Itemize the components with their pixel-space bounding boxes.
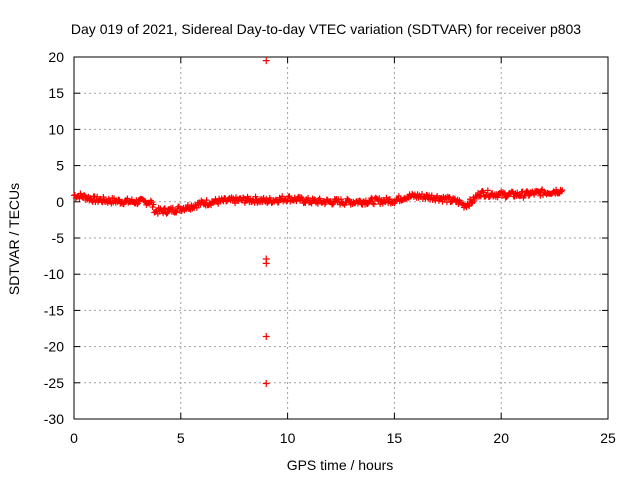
data-point: [135, 200, 142, 207]
x-tick-label: 5: [177, 430, 185, 446]
outlier-point: [262, 259, 270, 267]
data-point: [232, 200, 239, 207]
data-point: [203, 197, 210, 204]
data-point: [471, 198, 478, 205]
data-point: [149, 204, 156, 211]
data-point: [559, 187, 566, 194]
y-tick-label: -20: [44, 339, 64, 355]
data-point: [88, 197, 95, 204]
data-point: [134, 201, 141, 208]
data-point: [395, 192, 402, 199]
x-tick-label: 10: [280, 430, 296, 446]
y-tick-label: -5: [52, 230, 65, 246]
data-point: [94, 193, 101, 200]
data-point: [164, 209, 171, 216]
data-points: [71, 57, 566, 388]
data-point: [370, 201, 377, 208]
data-point: [451, 195, 458, 202]
data-point: [193, 204, 200, 211]
data-point: [409, 190, 416, 197]
data-point: [558, 188, 565, 195]
data-point: [252, 193, 259, 200]
data-point: [338, 196, 344, 203]
data-point: [446, 194, 453, 201]
y-tick-label: 10: [48, 121, 64, 137]
data-point: [161, 205, 168, 212]
data-point: [524, 187, 531, 194]
y-tick-label: 5: [56, 158, 64, 174]
data-point: [484, 187, 491, 194]
data-point: [115, 196, 122, 203]
axis-ticks: 0 5 10 15 20 25 -30 -25 -20 -15 -10 -5 0 5 10 15 20: [44, 49, 616, 446]
x-tick-label: 15: [387, 430, 403, 446]
x-tick-label: 20: [493, 430, 509, 446]
data-point: [215, 200, 222, 207]
outlier-point: [262, 332, 270, 340]
data-point: [480, 189, 487, 196]
y-tick-label: -25: [44, 375, 64, 391]
x-axis-label: GPS time / hours: [287, 457, 394, 473]
data-point: [476, 192, 483, 199]
data-point: [466, 203, 473, 210]
data-point: [163, 210, 170, 217]
data-point: [150, 201, 157, 208]
data-point: [537, 192, 544, 199]
outlier-point: [262, 57, 270, 65]
x-tick-label: 25: [600, 430, 616, 446]
data-point: [173, 209, 180, 216]
data-point: [240, 194, 247, 201]
y-tick-label: 20: [48, 49, 64, 65]
data-point: [247, 195, 254, 202]
data-point: [124, 195, 131, 202]
data-point: [356, 197, 363, 204]
grid-lines: [74, 57, 608, 419]
y-tick-label: 0: [56, 194, 64, 210]
data-point: [100, 194, 107, 201]
x-tick-label: 0: [70, 430, 78, 446]
data-point: [169, 204, 176, 211]
data-point: [494, 194, 501, 201]
y-tick-label: -15: [44, 302, 64, 318]
y-tick-label: -10: [44, 266, 64, 282]
y-tick-label: 15: [48, 85, 64, 101]
data-point: [370, 200, 377, 207]
data-point: [314, 200, 321, 207]
data-point: [297, 194, 304, 201]
data-point: [539, 186, 546, 193]
y-axis-label: SDTVAR / TECUs: [6, 183, 22, 295]
data-point: [465, 202, 472, 209]
outlier-point: [262, 380, 270, 388]
data-point: [531, 191, 538, 198]
chart-title: Day 019 of 2021, Sidereal Day-to-day VTE…: [71, 21, 581, 37]
data-point: [153, 207, 160, 214]
y-tick-label: -30: [44, 411, 64, 427]
data-point: [298, 195, 305, 202]
